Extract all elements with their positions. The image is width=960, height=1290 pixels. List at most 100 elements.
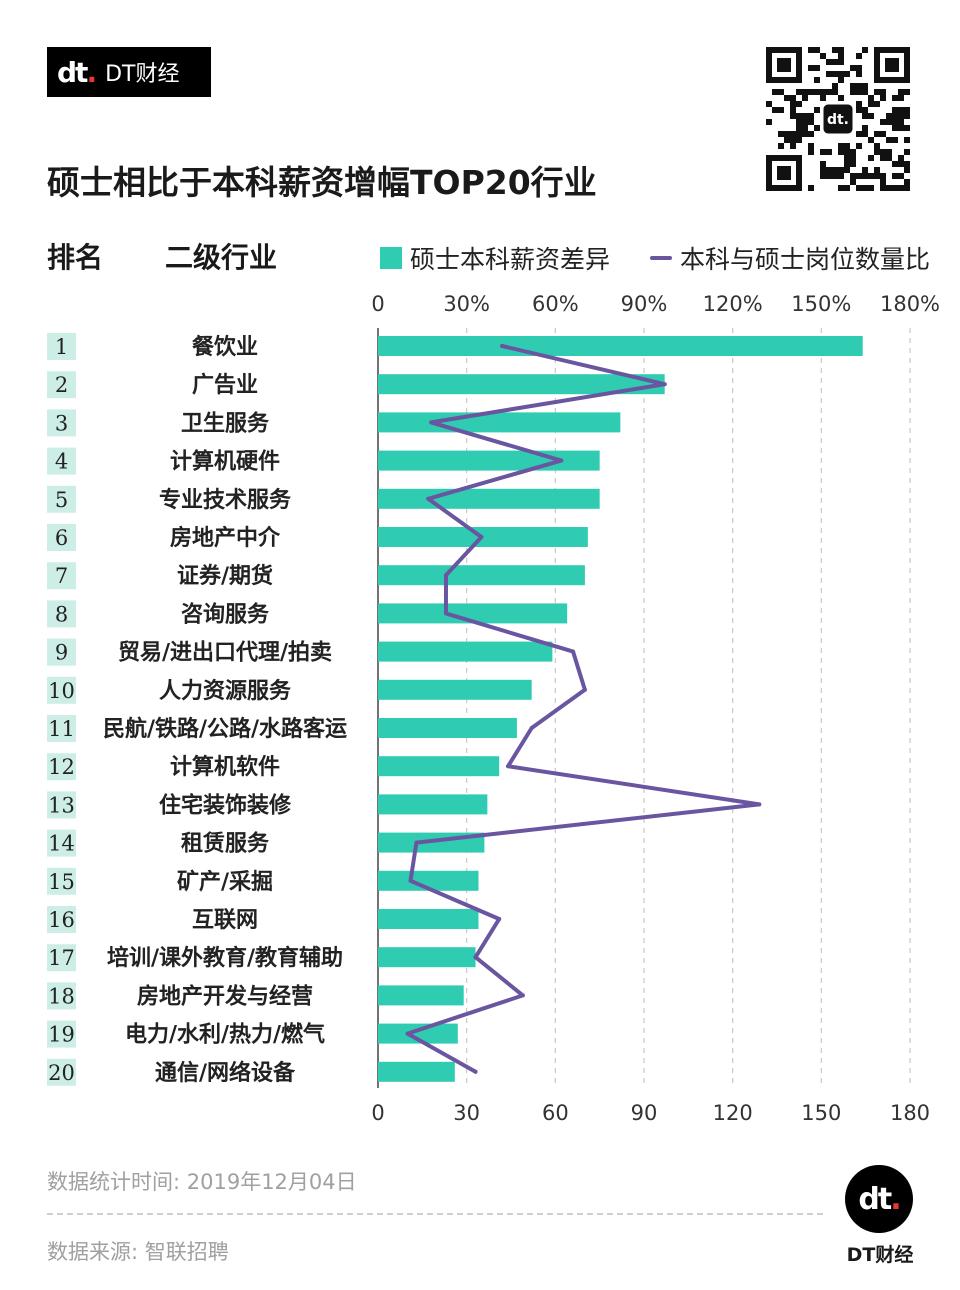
- salary-diff-bar: [378, 909, 479, 929]
- rank-badge: [47, 906, 76, 933]
- rank-badge: [47, 829, 76, 857]
- legend-bar: 硕士本科薪资差异: [380, 240, 610, 276]
- rank-badge: [47, 485, 76, 513]
- rank-badge: [47, 600, 76, 628]
- industry-label: 专业技术服务: [159, 487, 292, 513]
- job-ratio-point: [559, 458, 564, 463]
- brand-name: DT财经: [105, 62, 180, 87]
- salary-diff-bar: [378, 1061, 455, 1082]
- job-ratio-point: [429, 420, 434, 425]
- legend-line: 本科与硕士岗位数量比: [650, 240, 930, 276]
- salary-diff-bar: [378, 985, 464, 1006]
- rank-badge: [47, 447, 76, 475]
- bottom-tick-label: 180: [890, 1101, 930, 1125]
- industry-label: 房地产开发与经营: [137, 983, 313, 1009]
- rank-label: 16: [48, 908, 75, 932]
- footer-logo: dt.: [845, 1165, 913, 1233]
- industry-label: 培训/课外教育/教育辅助: [107, 945, 343, 971]
- rank-label: 8: [55, 602, 68, 626]
- legend-line-swatch: [650, 256, 672, 260]
- top-tick-label: 30%: [443, 292, 490, 316]
- salary-diff-bar: [378, 641, 553, 662]
- job-ratio-point: [473, 1069, 478, 1074]
- rank-badge: [47, 753, 76, 781]
- rank-label: 1: [55, 335, 68, 359]
- rank-badge: [47, 524, 76, 551]
- bottom-tick-label: 90: [631, 1101, 658, 1125]
- job-ratio-point: [473, 955, 478, 960]
- bottom-tick-label: 120: [713, 1101, 753, 1125]
- rank-label: 9: [55, 641, 68, 665]
- bottom-tick-label: 60: [542, 1101, 569, 1125]
- job-ratio-point: [443, 611, 448, 616]
- top-tick-label: 60%: [532, 292, 579, 316]
- rank-badge: [47, 715, 76, 742]
- bottom-tick-label: 30: [453, 1101, 480, 1125]
- top-tick-label: 120%: [703, 292, 763, 316]
- job-ratio-point: [408, 878, 413, 883]
- industry-label: 电力/水利/热力/燃气: [125, 1022, 325, 1048]
- legend-bar-swatch: [380, 247, 402, 269]
- salary-diff-bar: [378, 488, 600, 509]
- salary-diff-bar: [378, 374, 665, 395]
- rank-badge: [47, 676, 76, 704]
- rank-label: 20: [48, 1061, 75, 1085]
- industry-label: 租赁服务: [181, 832, 270, 857]
- rank-label: 7: [55, 564, 68, 588]
- stats-date: 数据统计时间: 2019年12月04日: [47, 1170, 357, 1194]
- job-ratio-point: [520, 993, 525, 998]
- rank-badge: [47, 944, 76, 972]
- industry-label: 计算机软件: [170, 754, 280, 780]
- rank-badge: [47, 562, 76, 590]
- top-tick-label: 0: [371, 292, 384, 316]
- industry-label: 计算机硬件: [170, 449, 280, 475]
- bottom-tick-label: 0: [371, 1101, 384, 1125]
- industry-label: 证券/期货: [177, 563, 273, 589]
- brand-badge: dt. DT财经: [47, 47, 211, 97]
- job-ratio-point: [405, 1031, 410, 1036]
- salary-diff-bar: [378, 412, 621, 433]
- rank-label: 5: [55, 488, 68, 512]
- salary-diff-bar: [378, 565, 585, 586]
- job-ratio-point: [506, 764, 511, 769]
- job-ratio-point: [426, 496, 431, 501]
- rank-badge: [47, 982, 76, 1010]
- salary-diff-bar: [378, 756, 500, 777]
- job-ratio-point: [571, 649, 576, 654]
- rank-label: 12: [48, 755, 75, 779]
- qr-code-icon: dt.: [766, 47, 910, 191]
- rank-label: 2: [55, 373, 68, 397]
- rank-label: 6: [55, 526, 68, 550]
- industry-label: 住宅装饰装修: [159, 792, 292, 818]
- rank-label: 3: [55, 411, 68, 435]
- top-tick-label: 90%: [621, 292, 668, 316]
- salary-diff-bar: [378, 947, 476, 968]
- job-ratio-point: [414, 840, 419, 845]
- footer-logo-text: DT财经: [846, 1244, 914, 1266]
- industry-label: 通信/网络设备: [155, 1060, 296, 1086]
- job-ratio-point: [662, 382, 667, 387]
- job-ratio-point: [582, 687, 587, 692]
- rank-label: 19: [48, 1023, 75, 1047]
- rank-badge: [47, 333, 76, 360]
- top-tick-label: 150%: [791, 292, 851, 316]
- rank-label: 4: [55, 450, 68, 474]
- salary-diff-bar: [378, 718, 517, 738]
- rank-label: 17: [48, 946, 75, 970]
- rank-badge: [47, 409, 76, 437]
- rank-badge: [47, 1058, 76, 1086]
- job-ratio-line: [405, 344, 762, 1074]
- industry-label: 广告业: [192, 372, 258, 398]
- job-ratio-point: [757, 802, 762, 807]
- footer-divider: [47, 1213, 823, 1215]
- salary-diff-bar: [378, 450, 600, 471]
- rank-badge: [47, 371, 76, 399]
- rank-label: 11: [48, 717, 75, 741]
- rank-label: 10: [48, 679, 75, 703]
- salary-diff-bar: [378, 336, 863, 356]
- salary-diff-bar: [378, 1023, 458, 1044]
- job-ratio-point: [443, 573, 448, 578]
- rank-label: 18: [48, 984, 75, 1008]
- rank-label: 13: [48, 793, 75, 817]
